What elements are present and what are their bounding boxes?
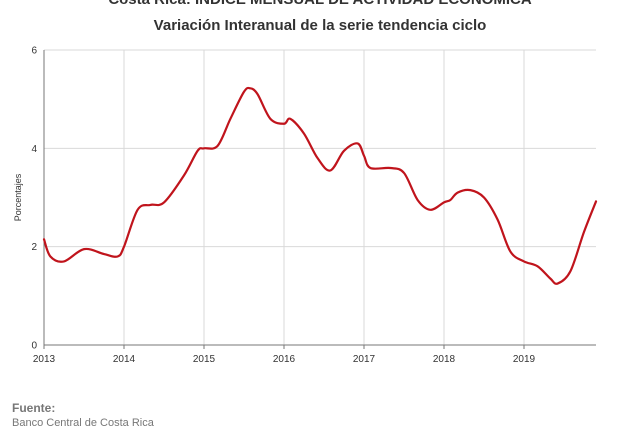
y-tick-label: 6: [31, 46, 37, 57]
y-axis-title: Porcentajes: [13, 173, 23, 221]
tick-labels: 0 2 4 6 2013 2014 2015 2016 2017 2018 2019 Porcenta…: [13, 46, 536, 366]
grid: [43, 49, 596, 346]
x-tick-label: 2013: [33, 354, 56, 365]
chart-subtitle: Variación Interanual de la serie tendenc…: [153, 17, 487, 34]
x-tick-label: 2017: [353, 354, 376, 365]
x-tick-label: 2018: [433, 354, 456, 365]
x-tick-label: 2015: [193, 354, 216, 365]
x-tick-label: 2019: [513, 354, 536, 365]
x-tick-label: 2014: [113, 354, 136, 365]
axes: [43, 50, 596, 349]
y-tick-label: 0: [31, 341, 37, 352]
series-line: [42, 86, 598, 285]
source-text: Banco Central de Costa Rica: [12, 417, 154, 429]
y-tick-label: 2: [31, 242, 37, 253]
y-tick-label: 4: [31, 144, 37, 155]
x-tick-label: 2016: [273, 354, 296, 365]
series-layer: [42, 86, 598, 285]
chart-title: Costa Rica: INDICE MENSUAL DE ACTIVIDAD …: [0, 0, 640, 8]
source-label: Fuente:: [12, 401, 56, 415]
line-chart: 0 2 4 6 2013 2014 2015 2016 2017 2018 2019 Porcenta…: [13, 46, 598, 366]
